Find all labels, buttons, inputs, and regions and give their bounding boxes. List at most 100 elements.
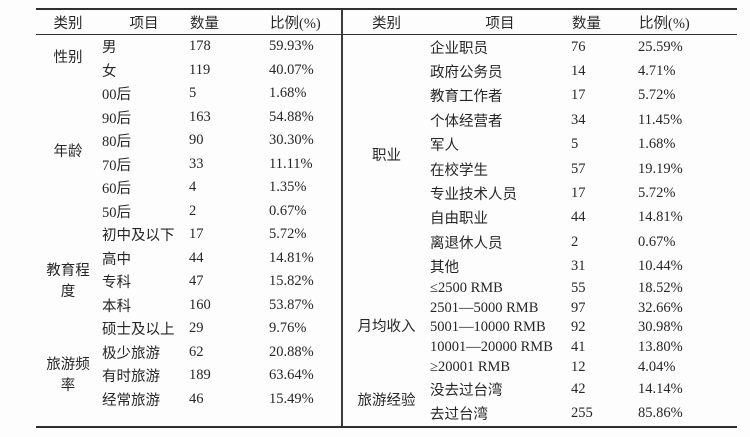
ratio-cell: 5.72% xyxy=(638,87,676,104)
ratio-cell: 1.35% xyxy=(269,179,307,196)
item-cell: 去过台湾 xyxy=(430,407,488,424)
table-row: 职业 企业职员 76 25.59% xyxy=(343,35,737,165)
ratio-cell: 1.68% xyxy=(638,136,676,153)
table-row: 去过台湾 255 85.86% xyxy=(343,402,737,426)
count-cell: 76 xyxy=(571,38,586,55)
item-cell: ≥20001 RMB xyxy=(430,358,511,375)
item-cell: 专业技术人员 xyxy=(430,186,517,203)
item-cell: 经常旅游 xyxy=(102,392,160,409)
count-cell: 97 xyxy=(571,299,586,316)
item-cell: 在校学生 xyxy=(430,162,488,179)
ratio-cell: 5.72% xyxy=(269,226,307,243)
category-cell-age: 年龄 xyxy=(53,143,83,160)
table-row: 教育程度 初中及以下 17 5.72% xyxy=(36,223,341,300)
table-row: 年龄 00后 5 1.68% xyxy=(36,82,341,160)
count-cell: 4 xyxy=(189,179,197,196)
ratio-cell: 5.72% xyxy=(638,184,676,201)
item-cell: 军人 xyxy=(430,138,459,155)
table-row: 军人 5 1.68% xyxy=(343,133,737,157)
category-cell-monthly-income: 月均收入 xyxy=(357,319,416,336)
item-cell: 有时旅游 xyxy=(102,369,160,386)
count-cell: 178 xyxy=(189,38,211,55)
count-cell: 90 xyxy=(189,132,204,149)
column-header-count: 数量 xyxy=(188,10,268,35)
table-row: 经常旅游 46 15.49% xyxy=(36,388,341,412)
item-cell: 离退休人员 xyxy=(430,235,503,252)
ratio-cell: 1.68% xyxy=(269,85,307,102)
table-row: 硕士及以上 29 9.76% xyxy=(36,317,341,341)
item-cell: 初中及以下 xyxy=(102,228,175,245)
count-cell: 44 xyxy=(189,249,204,266)
count-cell: 47 xyxy=(189,273,204,290)
count-cell: 160 xyxy=(189,296,211,313)
table-row: 10001—20000 RMB 41 13.80% xyxy=(343,338,737,358)
ratio-cell: 15.82% xyxy=(269,273,314,290)
count-cell: 33 xyxy=(189,155,204,172)
table-row: 月均收入 ≤2500 RMB 55 18.52% xyxy=(343,279,737,335)
table-row: ≥20001 RMB 12 4.04% xyxy=(343,358,737,378)
count-cell: 46 xyxy=(189,390,204,407)
item-cell: 自由职业 xyxy=(430,211,488,228)
ratio-cell: 59.93% xyxy=(269,38,314,55)
item-cell: 5001—10000 RMB xyxy=(430,319,546,336)
ratio-cell: 9.76% xyxy=(269,320,307,337)
item-cell: 政府公务员 xyxy=(430,65,503,82)
table-row: 50后 2 0.67% xyxy=(36,200,341,224)
count-cell: 62 xyxy=(189,343,204,360)
item-cell: ≤2500 RMB xyxy=(430,280,503,297)
ratio-cell: 11.11% xyxy=(269,155,313,172)
ratio-cell: 4.04% xyxy=(638,358,676,375)
ratio-cell: 14.81% xyxy=(269,249,314,266)
count-cell: 34 xyxy=(571,111,586,128)
table-row: 本科 160 53.87% xyxy=(36,294,341,318)
demographics-table-right: 类别 项目 数量 比例(%) 职业 企业职员 76 25.59% 政府公务员 1… xyxy=(343,10,737,426)
item-cell: 60后 xyxy=(102,181,131,198)
count-cell: 189 xyxy=(189,367,211,384)
item-cell: 女 xyxy=(102,63,117,80)
item-cell: 高中 xyxy=(102,251,131,268)
count-cell: 29 xyxy=(189,320,204,337)
table-row: 80后 90 30.30% xyxy=(36,129,341,153)
table-row: 70后 33 11.11% xyxy=(36,153,341,177)
count-cell: 41 xyxy=(571,339,586,356)
item-cell: 50后 xyxy=(102,204,131,221)
item-cell: 90后 xyxy=(102,110,131,127)
item-cell: 80后 xyxy=(102,134,131,151)
ratio-cell: 54.88% xyxy=(269,108,314,125)
table-row: 2501—5000 RMB 97 32.66% xyxy=(343,298,737,318)
ratio-cell: 11.45% xyxy=(638,111,683,128)
ratio-cell: 4.71% xyxy=(638,63,676,80)
column-header-count: 数量 xyxy=(570,10,637,35)
count-cell: 17 xyxy=(189,226,204,243)
ratio-cell: 13.80% xyxy=(638,339,683,356)
table-row: 有时旅游 189 63.64% xyxy=(36,364,341,388)
table-row: 个体经营者 34 11.45% xyxy=(343,108,737,132)
column-header-ratio: 比例(%) xyxy=(637,10,737,35)
ratio-cell: 20.88% xyxy=(269,343,314,360)
category-cell-travel-frequency: 旅游频率 xyxy=(46,356,90,394)
item-cell: 没去过台湾 xyxy=(430,382,503,399)
table-row: 离退休人员 2 0.67% xyxy=(343,230,737,254)
count-cell: 57 xyxy=(571,160,586,177)
item-cell: 专科 xyxy=(102,275,131,292)
item-cell: 00后 xyxy=(102,87,131,104)
item-cell: 其他 xyxy=(430,259,459,276)
count-cell: 31 xyxy=(571,257,586,274)
table-row: 专科 47 15.82% xyxy=(36,270,341,294)
count-cell: 44 xyxy=(571,209,586,226)
table-row: 90后 163 54.88% xyxy=(36,106,341,130)
table-row: 旅游经验 没去过台湾 42 14.14% xyxy=(343,377,737,409)
demographics-table-left: 类别 项目 数量 比例(%) 性别 男 178 59.93% 女 119 40.… xyxy=(36,10,341,426)
item-cell: 极少旅游 xyxy=(102,345,160,362)
category-cell-travel-experience: 旅游经验 xyxy=(357,393,416,410)
item-cell: 男 xyxy=(102,40,117,57)
ratio-cell: 14.14% xyxy=(638,380,683,397)
table-row: 旅游频率 极少旅游 62 20.88% xyxy=(36,341,341,394)
ratio-cell: 63.64% xyxy=(269,367,314,384)
table-row: 5001—10000 RMB 92 30.98% xyxy=(343,318,737,338)
table-row: 其他 31 10.44% xyxy=(343,254,737,278)
item-cell: 2501—5000 RMB xyxy=(430,299,539,316)
ratio-cell: 85.86% xyxy=(638,405,683,422)
table-center-divider xyxy=(341,10,343,426)
column-header-item: 项目 xyxy=(430,10,570,35)
